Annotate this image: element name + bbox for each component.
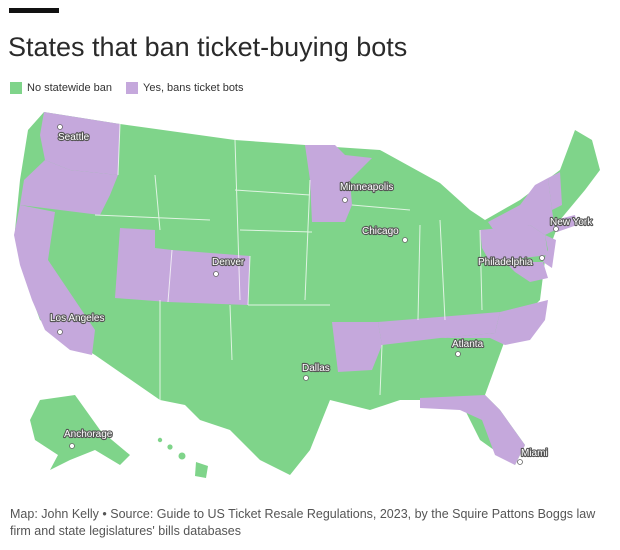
city-label-philadelphia: Philadelphia <box>478 257 533 268</box>
legend: No statewide ban Yes, bans ticket bots <box>10 82 258 94</box>
state-maryland-delaware <box>505 262 548 282</box>
city-label-los-angeles: Los Angeles <box>50 313 105 324</box>
state-minnesota <box>305 145 372 222</box>
city-atlanta: Atlanta <box>451 338 485 357</box>
state-california <box>14 205 95 355</box>
city-new-york: New York <box>549 216 594 232</box>
state-arkansas <box>332 322 382 372</box>
hawaii-island-1 <box>157 437 163 443</box>
state-colorado <box>168 250 250 305</box>
legend-item-ban: Yes, bans ticket bots <box>126 82 244 94</box>
state-borders <box>94 123 483 400</box>
state-connecticut-ri <box>555 215 577 232</box>
state-north-carolina <box>440 300 548 345</box>
city-miami: Miami <box>517 447 549 465</box>
city-denver: Denver <box>211 256 246 277</box>
city-los-angeles: Los Angeles <box>49 312 106 335</box>
mainland-no-ban-region <box>15 112 600 475</box>
city-dallas: Dallas <box>301 362 331 381</box>
city-label-atlanta: Atlanta <box>452 339 484 350</box>
us-map: Seattle Minneapolis Chicago New York Den… <box>0 100 620 500</box>
legend-label-ban: Yes, bans ticket bots <box>143 82 244 94</box>
city-label-seattle: Seattle <box>58 132 90 143</box>
legend-item-no-ban: No statewide ban <box>10 82 112 94</box>
state-utah <box>115 228 172 302</box>
city-label-new-york: New York <box>550 217 593 228</box>
map-title: States that ban ticket-buying bots <box>8 32 408 62</box>
city-seattle: Seattle <box>57 124 91 144</box>
hawaii-big-island <box>195 462 208 478</box>
state-vermont <box>548 172 562 210</box>
state-oregon <box>20 160 118 215</box>
legend-label-no-ban: No statewide ban <box>27 82 112 94</box>
legend-swatch-ban <box>126 82 138 94</box>
city-label-chicago: Chicago <box>362 226 399 237</box>
alaska <box>30 395 130 470</box>
city-philadelphia: Philadelphia <box>477 255 545 269</box>
top-accent-bar <box>9 8 59 13</box>
state-tennessee <box>378 312 500 345</box>
city-label-miami: Miami <box>521 448 548 459</box>
state-pennsylvania <box>480 225 548 262</box>
city-label-anchorage: Anchorage <box>64 429 113 440</box>
us-map-svg: Seattle Minneapolis Chicago New York Den… <box>14 112 600 478</box>
city-label-denver: Denver <box>212 257 245 268</box>
hawaii-island-2 <box>167 444 173 450</box>
state-new-jersey <box>543 235 556 268</box>
legend-swatch-no-ban <box>10 82 22 94</box>
city-minneapolis: Minneapolis <box>339 181 394 203</box>
city-anchorage: Anchorage <box>63 428 114 449</box>
city-label-minneapolis: Minneapolis <box>340 182 393 193</box>
source-caption: Map: John Kelly • Source: Guide to US Ti… <box>10 507 596 538</box>
hawaii-island-3 <box>178 452 186 460</box>
city-chicago: Chicago <box>361 225 408 243</box>
city-label-dallas: Dallas <box>302 363 330 374</box>
state-florida <box>420 395 525 465</box>
state-new-york <box>488 178 555 235</box>
